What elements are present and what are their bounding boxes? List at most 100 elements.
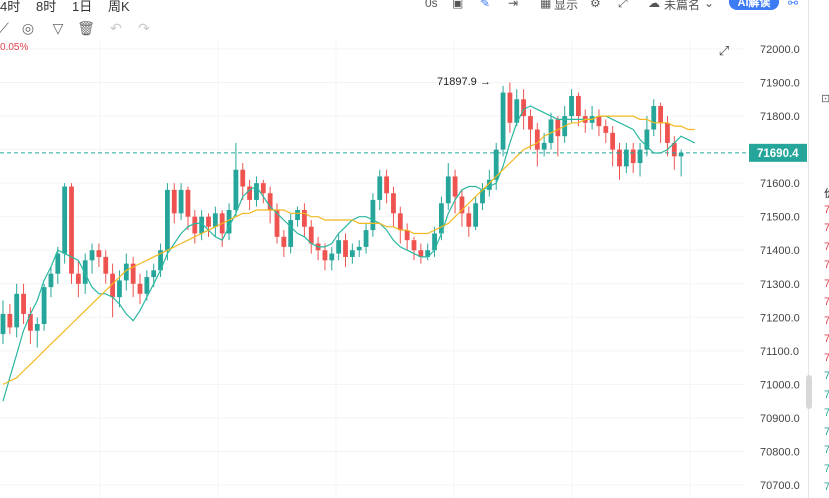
candle-body bbox=[356, 246, 362, 251]
current-price-label: 71690.4 bbox=[757, 148, 799, 160]
y-tick-label: 71900.0 bbox=[760, 78, 800, 90]
candle-body bbox=[130, 263, 136, 284]
side-price-cell: 7 bbox=[824, 444, 829, 456]
side-price-cell: 7 bbox=[824, 296, 829, 308]
tab-8h[interactable]: 8时 bbox=[36, 0, 57, 14]
side-price-cell: 7 bbox=[824, 278, 829, 290]
candle-body bbox=[212, 213, 218, 227]
candle-body bbox=[274, 209, 280, 237]
redo-icon[interactable]: ↷ bbox=[138, 20, 150, 36]
candle-body bbox=[247, 186, 252, 200]
filter-icon[interactable]: ▽ bbox=[52, 20, 64, 36]
candle-body bbox=[466, 213, 472, 227]
share-icon[interactable]: ⚯ bbox=[788, 0, 799, 10]
y-tick-label: 71200.0 bbox=[760, 312, 800, 324]
candle-body bbox=[21, 293, 26, 314]
candle-body bbox=[617, 149, 622, 167]
candle-body bbox=[349, 250, 355, 257]
ma-short-line bbox=[2, 105, 696, 402]
vertical-scrollbar[interactable] bbox=[806, 375, 812, 409]
ma-long-line bbox=[2, 115, 695, 385]
cloud-icon[interactable]: ☁ bbox=[648, 0, 660, 10]
side-price-cell: 7 bbox=[824, 407, 829, 419]
candle-body bbox=[370, 199, 376, 231]
side-price-cell: 7 bbox=[824, 259, 829, 271]
user-label[interactable]: 未篇名 bbox=[664, 0, 701, 12]
y-tick-label: 71300.0 bbox=[760, 279, 800, 291]
candle-body bbox=[75, 273, 81, 284]
expand-icon[interactable]: ⤢ bbox=[718, 43, 730, 58]
y-tick-label: 71800.0 bbox=[760, 111, 800, 123]
candle-body bbox=[62, 186, 68, 254]
candle-body bbox=[240, 169, 246, 187]
candle-body bbox=[397, 213, 403, 231]
candle-body bbox=[48, 273, 54, 288]
candle-body bbox=[185, 189, 191, 217]
candle-body bbox=[623, 149, 629, 167]
candle-body bbox=[206, 216, 211, 227]
display-label[interactable]: 显示 bbox=[554, 0, 579, 12]
camera-icon[interactable]: ▣ bbox=[452, 0, 464, 10]
tab-4h[interactable]: 4时 bbox=[0, 0, 21, 14]
ai-button[interactable]: AI解读 bbox=[729, 0, 779, 10]
change-percent: 0.05% bbox=[0, 42, 29, 53]
candle-body bbox=[343, 240, 348, 257]
candle-body bbox=[507, 92, 513, 123]
candle-body bbox=[541, 142, 547, 150]
undo-icon[interactable]: ↶ bbox=[110, 20, 122, 36]
candle-body bbox=[336, 240, 342, 254]
draw-icon[interactable]: ⟋ bbox=[0, 20, 9, 36]
candle-body bbox=[14, 293, 20, 328]
candle-body bbox=[69, 186, 74, 274]
candle-body bbox=[445, 176, 451, 204]
candle-body bbox=[267, 193, 273, 210]
fullscreen-icon[interactable]: ⤢ bbox=[618, 0, 628, 10]
side-price-cell: 7 bbox=[824, 241, 829, 253]
y-tick-label: 70700.0 bbox=[760, 480, 800, 492]
candle-body bbox=[596, 116, 602, 127]
magnet-icon[interactable]: ◎ bbox=[21, 20, 35, 36]
tab-1d[interactable]: 1日 bbox=[72, 0, 93, 14]
chevron-down-icon[interactable]: ⌄ bbox=[704, 0, 715, 10]
candle-body bbox=[7, 313, 13, 328]
y-tick-label: 71600.0 bbox=[760, 178, 800, 190]
candle-body bbox=[96, 250, 102, 257]
candle-body bbox=[665, 122, 670, 143]
trash-icon[interactable]: 🗑 bbox=[77, 20, 95, 36]
collapse-icon[interactable]: ⊡ bbox=[821, 92, 829, 105]
display-icon[interactable]: ▦ bbox=[540, 0, 552, 10]
candle-body bbox=[630, 149, 636, 164]
side-price-cell: 7 bbox=[824, 352, 829, 364]
candle-body bbox=[637, 149, 643, 164]
y-tick-label: 71500.0 bbox=[760, 212, 800, 224]
candle-body bbox=[493, 149, 499, 180]
candle-body bbox=[165, 189, 170, 251]
candle-body bbox=[89, 250, 95, 261]
candle-body bbox=[486, 179, 492, 190]
candle-body bbox=[473, 203, 479, 227]
side-price-cell: 7 bbox=[824, 222, 829, 234]
candle-body bbox=[514, 99, 520, 123]
top-toolbar: 4时 8时 1日 周K 0s ▣ ✎ ⇥ ▦ 显示 ⚙ ⤢ ☁ 未篇名 ⌄ AI… bbox=[0, 0, 829, 14]
y-tick-label: 72000.0 bbox=[760, 44, 800, 56]
side-price-cell: 7 bbox=[824, 426, 829, 438]
candle-body bbox=[254, 183, 259, 200]
side-price-cell: 7 bbox=[824, 333, 829, 345]
seconds-label[interactable]: 0s bbox=[425, 0, 438, 10]
candle-body bbox=[288, 220, 294, 247]
settings-icon[interactable]: ⚙ bbox=[590, 0, 601, 10]
measure-icon[interactable]: ⇥ bbox=[508, 0, 519, 10]
current-price-tag bbox=[749, 143, 807, 162]
y-tick-label: 70800.0 bbox=[760, 446, 800, 458]
candle-body bbox=[480, 189, 485, 204]
candle-body bbox=[425, 250, 431, 257]
candle-body bbox=[123, 263, 129, 281]
candle-body bbox=[391, 193, 396, 214]
candle-body bbox=[459, 196, 465, 214]
tab-weekly[interactable]: 周K bbox=[108, 0, 130, 14]
candle-body bbox=[452, 176, 458, 197]
side-price-cell: 7 bbox=[824, 204, 829, 216]
pen-icon[interactable]: ✎ bbox=[480, 0, 491, 10]
candle-body bbox=[610, 132, 616, 150]
